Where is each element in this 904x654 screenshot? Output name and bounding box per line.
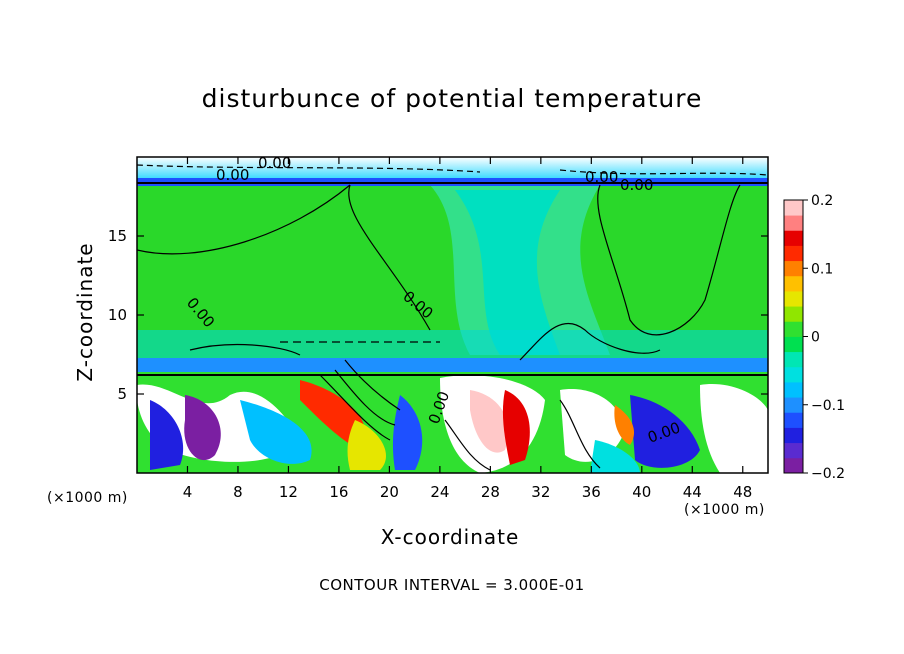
field-lower-cyan-2: [590, 440, 640, 473]
x-tick-label: 12: [279, 483, 298, 501]
field-lower-red-2: [502, 390, 530, 465]
field-blue-band: [137, 358, 768, 372]
contour-line-2: [348, 184, 431, 331]
field-image: [137, 157, 768, 473]
colorbar-swatch: [784, 457, 803, 474]
contour-interval-note: CONTOUR INTERVAL = 3.000E-01: [319, 576, 585, 594]
colorbar-tick-label: −0.2: [811, 466, 845, 482]
y-tick-label: 5: [117, 385, 127, 403]
colorbar-swatch: [784, 366, 803, 383]
x-unit-left: (×1000 m): [47, 490, 128, 506]
y-tick-label: 15: [108, 227, 127, 245]
colorbar-swatch: [784, 275, 803, 292]
colorbar-tick-label: 0.2: [811, 193, 833, 209]
field-lower-pink: [470, 390, 509, 453]
colorbar-swatch: [784, 200, 803, 216]
contour-line-12: [444, 419, 491, 471]
colorbar-tick-label: −0.1: [811, 398, 845, 414]
contour-label: 0.00: [216, 166, 249, 184]
x-tick-label: 40: [632, 483, 651, 501]
colorbar-swatch: [784, 397, 803, 413]
contour-label: 0.00: [258, 154, 291, 172]
colorbar-swatch: [784, 382, 803, 398]
contour-line-15: [559, 169, 768, 176]
contour-line-9: [319, 374, 391, 441]
y-tick-label: 10: [108, 306, 127, 324]
contour-line-3: [597, 184, 741, 336]
colorbar-swatch: [784, 336, 803, 353]
field-lower-red-1: [300, 380, 366, 450]
colorbar-swatch: [784, 412, 803, 428]
x-tick-label: 28: [481, 483, 500, 501]
x-tick-label: 44: [683, 483, 702, 501]
x-tick-label: 16: [329, 483, 348, 501]
x-tick-label: 8: [233, 483, 243, 501]
x-tick-label: 48: [733, 483, 752, 501]
contour-label: 0.00: [620, 176, 653, 194]
field-lower-white-3: [560, 389, 625, 462]
colorbar-swatch: [784, 260, 803, 277]
colorbar-swatch: [784, 427, 803, 444]
colorbar-swatch: [784, 230, 803, 246]
colorbar-swatch: [784, 215, 803, 231]
colorbar-swatch: [784, 351, 803, 368]
x-tick-label: 24: [430, 483, 449, 501]
contour-line-5: [519, 322, 661, 361]
contour-line-4: [189, 343, 301, 356]
field-lower-blue-1: [150, 400, 184, 470]
x-tick-label: 20: [380, 483, 399, 501]
x-tick-label: 32: [531, 483, 550, 501]
colorbar-swatch: [784, 321, 803, 337]
field-lower-cyan-1: [240, 400, 312, 464]
colorbar-swatch: [784, 245, 803, 262]
contour-line-10: [334, 369, 396, 426]
colorbar-swatch: [784, 291, 803, 307]
field-lower-yellow: [347, 420, 386, 470]
field-cyan-core: [455, 190, 560, 355]
colorbar-swatch: [784, 442, 803, 459]
chart-title: disturbunce of potential temperature: [201, 84, 703, 113]
colorbar-tick-label: 0.1: [811, 261, 833, 277]
x-unit-right: (×1000 m): [684, 502, 765, 518]
contour-line-14: [137, 164, 481, 173]
colorbar-swatch: [784, 306, 803, 322]
contour-line-1: [137, 184, 351, 255]
field-lower-blue-2: [392, 395, 423, 470]
contour-line-11: [344, 359, 401, 411]
field-lower-blue-3: [630, 395, 700, 468]
x-tick-label: 36: [582, 483, 601, 501]
contour-label: 0.00: [585, 168, 618, 186]
contour-line-13: [559, 399, 601, 469]
colorbar-tick-label: 0: [811, 330, 820, 346]
field-lower-purple: [184, 395, 221, 461]
field-lower-orange: [614, 405, 635, 445]
field-lower-white-4: [700, 384, 768, 473]
x-axis-label: X-coordinate: [380, 525, 520, 549]
x-tick-label: 4: [183, 483, 193, 501]
